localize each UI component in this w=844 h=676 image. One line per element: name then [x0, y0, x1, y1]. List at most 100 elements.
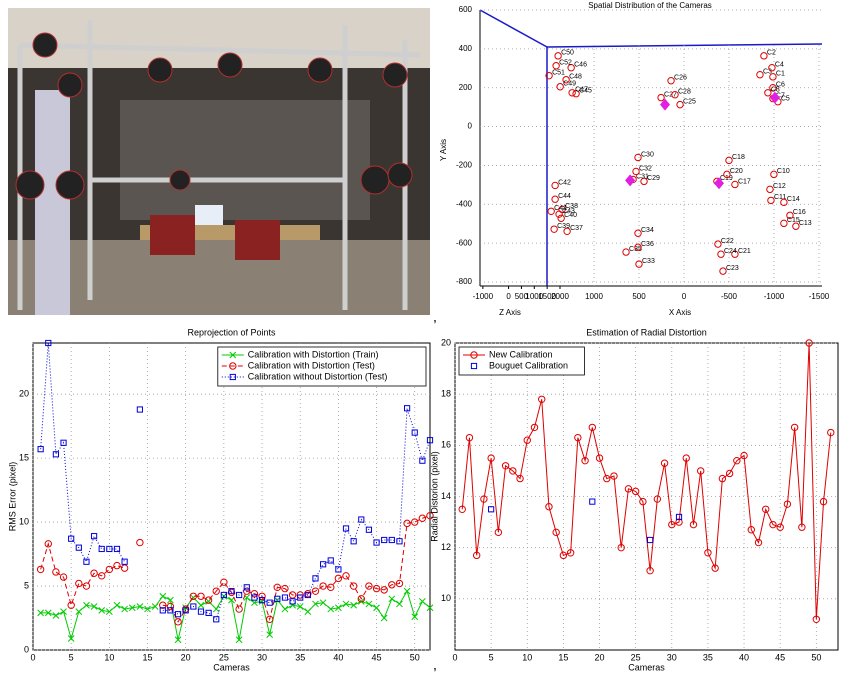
point-label: C17: [738, 178, 751, 185]
point-label: C39: [557, 223, 570, 230]
marker: [380, 614, 388, 622]
marker: [136, 538, 144, 547]
photo-curtain: [35, 90, 70, 315]
marker: [75, 608, 83, 615]
marker: [472, 551, 481, 560]
marker: [725, 469, 734, 478]
marker: [647, 536, 654, 544]
legend-label: New Calibration: [489, 349, 553, 359]
point-label: C4: [775, 62, 784, 69]
marker: [717, 250, 725, 258]
y-tick-label: 400: [459, 44, 473, 53]
marker: [334, 574, 343, 583]
point-label: C31: [636, 173, 649, 180]
plot-area: [454, 342, 839, 651]
point-label: C24: [724, 248, 737, 255]
marker: [281, 605, 289, 613]
legend-marker: [229, 351, 237, 359]
marker: [760, 52, 768, 60]
marker: [556, 83, 564, 91]
point-label: C1: [776, 71, 785, 78]
marker: [75, 544, 82, 551]
marker: [418, 514, 427, 522]
marker: [798, 523, 806, 531]
marker: [617, 543, 625, 552]
point-label: C6: [776, 82, 785, 89]
marker: [589, 498, 596, 505]
marker: [762, 505, 770, 513]
marker: [274, 595, 281, 602]
marker: [205, 609, 212, 617]
marker: [819, 497, 828, 506]
x-tick-label: 35: [703, 652, 713, 662]
marker: [82, 582, 91, 590]
marker: [595, 454, 604, 462]
marker: [174, 636, 182, 644]
marker: [312, 600, 319, 608]
point-label: C50: [561, 50, 574, 57]
x-tick-label: 30: [667, 652, 677, 662]
marker: [646, 566, 654, 575]
x-tick-label: 10: [104, 652, 114, 662]
marker: [327, 583, 335, 592]
marker: [319, 582, 327, 590]
y-tick-label: 5: [24, 580, 29, 590]
point-label: C29: [647, 175, 660, 182]
marker: [144, 605, 151, 613]
marker: [327, 605, 335, 613]
point-label: C44: [558, 193, 571, 200]
marker: [113, 561, 121, 570]
y-tick-label: 200: [459, 83, 473, 92]
marker: [381, 536, 388, 544]
marker: [740, 451, 748, 460]
photo-chair: [150, 215, 195, 255]
marker: [236, 591, 243, 599]
chart-title: Estimation of Radial Distortion: [586, 327, 707, 337]
marker: [675, 513, 683, 521]
marker: [574, 433, 582, 442]
marker: [120, 564, 129, 572]
marker: [212, 605, 220, 613]
marker: [197, 608, 205, 615]
x-tick-label: 500: [632, 292, 646, 301]
marker: [136, 406, 143, 413]
marker: [288, 591, 297, 599]
photo-monitor: [195, 205, 223, 227]
marker: [174, 618, 182, 626]
marker: [342, 525, 350, 532]
marker: [769, 73, 777, 81]
legend-label: Calibration without Distortion (Test): [248, 371, 388, 381]
marker: [610, 472, 618, 480]
marker: [465, 433, 474, 442]
marker: [36, 565, 45, 574]
marker: [668, 520, 676, 529]
marker: [551, 181, 559, 190]
photo-cameras: [15, 32, 413, 200]
marker: [289, 598, 296, 605]
series-line: [162, 408, 431, 621]
x-axis-label: Cameras: [213, 662, 250, 672]
y-tick-label: -400: [456, 199, 473, 208]
marker: [426, 437, 434, 444]
point-label: C5: [781, 96, 790, 103]
x-axis-label: X Axis: [669, 308, 691, 317]
marker: [516, 474, 524, 483]
x-tick-label: 45: [775, 652, 785, 662]
marker: [289, 601, 296, 609]
marker: [550, 225, 558, 233]
marker: [90, 533, 98, 540]
x-tick-label: 35: [295, 652, 305, 662]
legend-box: [217, 346, 427, 387]
marker: [660, 459, 669, 467]
marker: [358, 516, 365, 523]
marker: [213, 616, 220, 623]
photo: [8, 8, 430, 315]
marker: [657, 93, 665, 102]
marker: [273, 583, 282, 592]
x-tick-label: 5: [69, 652, 74, 662]
marker: [204, 596, 213, 604]
photo-ceiling: [8, 8, 430, 68]
marker: [538, 395, 546, 403]
marker: [714, 240, 722, 248]
z-tick-label: 1000: [525, 292, 543, 301]
